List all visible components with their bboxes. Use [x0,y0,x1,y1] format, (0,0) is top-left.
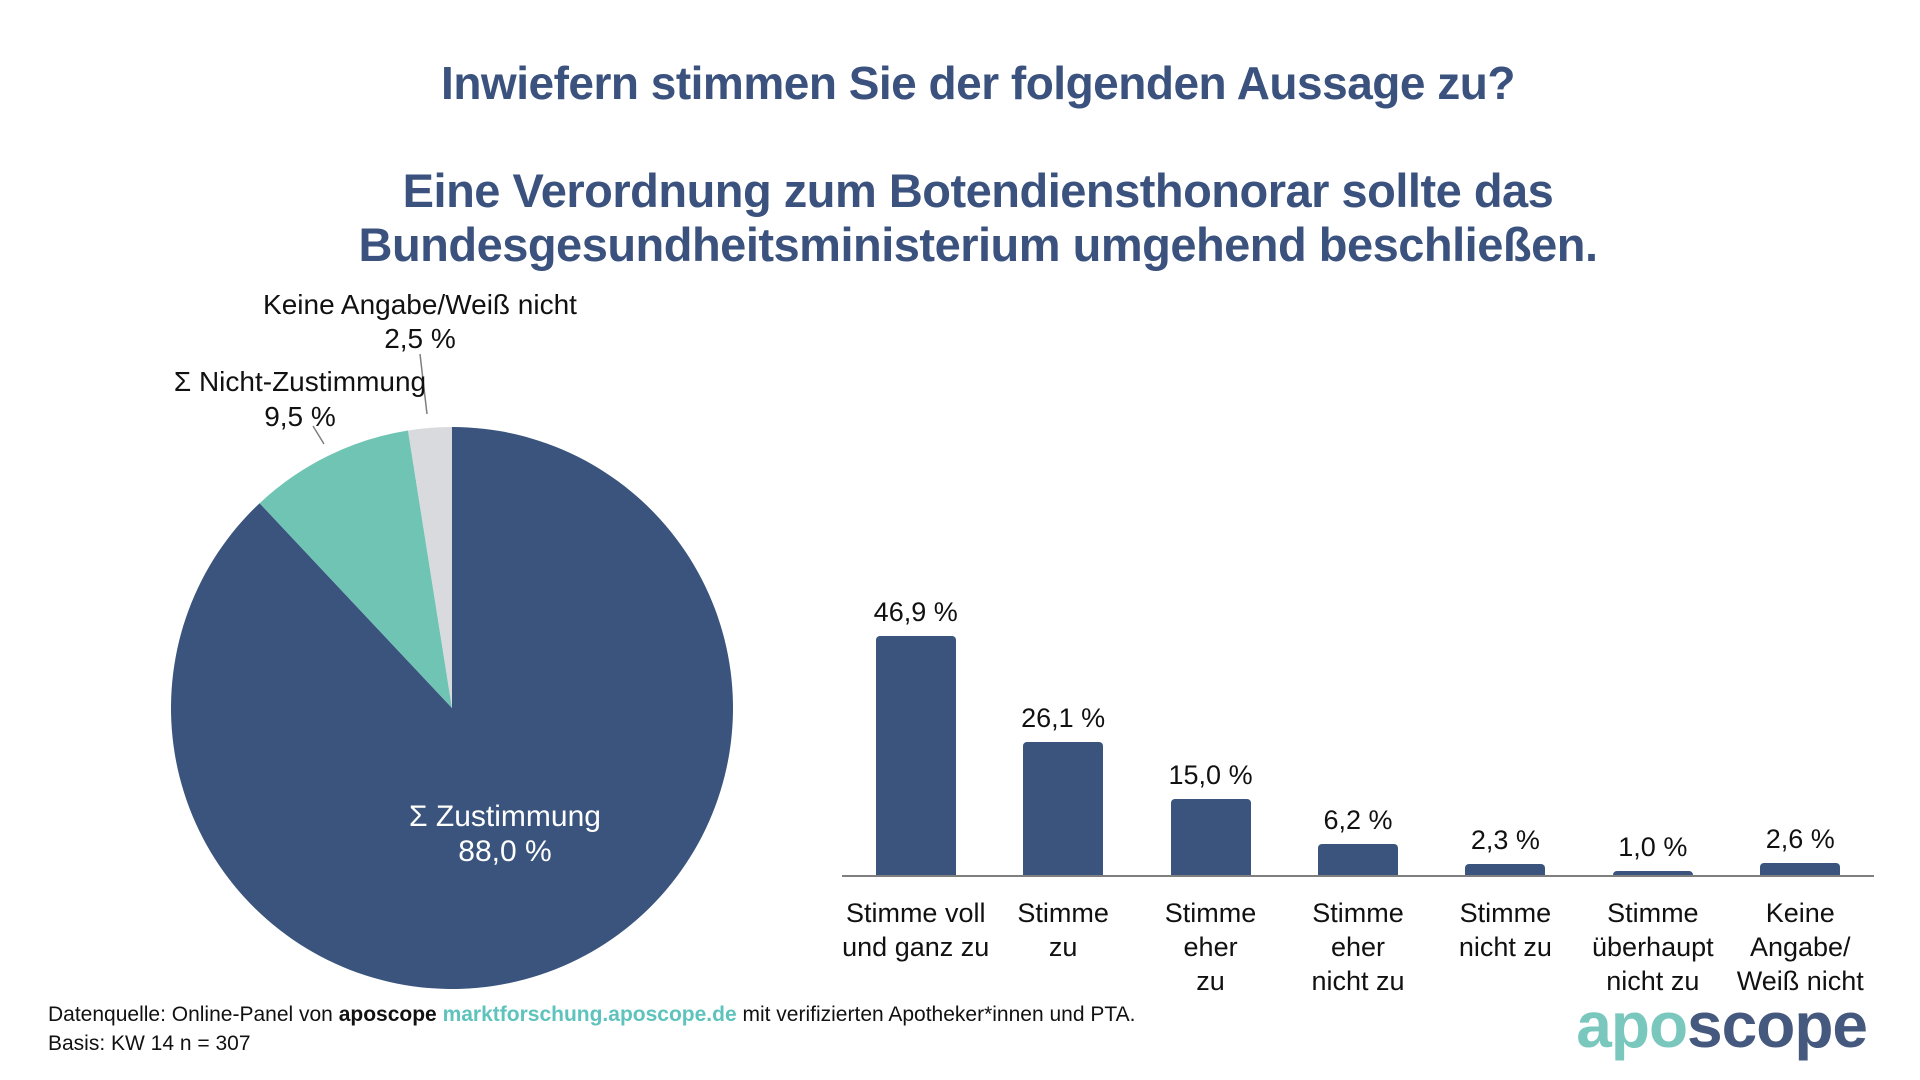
bar-value-label: 2,3 % [1470,825,1540,855]
source-brand: aposcope [338,1003,437,1026]
bar [1612,871,1693,876]
pie-label-nicht-zustimmung-value: 9,5 % [264,401,336,432]
bar-value-label: 15,0 % [1168,760,1253,790]
pie-label-zustimmung: Σ Zustimmung 88,0 % [355,799,655,869]
bar-value-label: 46,9 % [873,597,958,627]
bar [1317,844,1398,876]
bar-group: 1,0 % [1579,576,1726,876]
basis-line: Basis: KW 14 n = 307 [48,1032,251,1055]
bar-value-label: 26,1 % [1021,703,1106,733]
source-link[interactable]: marktforschung.aposcope.de [442,1003,737,1026]
bar-category-label: Stimme nicht zu [1458,898,1552,962]
pie-slice [408,427,452,708]
bar-category-label: Keine Angabe/ Weiß nicht [1736,898,1864,996]
logo-part-scope: scope [1687,989,1868,1061]
logo-part-apo: apo [1576,989,1688,1061]
pie-label-zustimmung-value: 88,0 % [458,835,552,868]
source-prefix: Datenquelle: Online-Panel von [48,1003,339,1026]
bar-category-label: Stimme eher nicht zu [1311,898,1405,996]
bar-group: 2,6 % [1727,576,1874,876]
bar-category-label: Stimme überhaupt nicht zu [1592,898,1714,996]
aposcope-logo: aposcope [1576,993,1868,1057]
bar [1170,799,1251,876]
x-axis-line [842,875,1874,877]
bar-value-label: 2,6 % [1765,824,1835,854]
page-title: Inwiefern stimmen Sie der folgenden Auss… [441,57,1515,109]
pie-label-nicht-zustimmung-text: Σ Nicht-Zustimmung [173,366,427,397]
bar [875,636,956,876]
bar [1023,742,1104,876]
bar [1760,863,1841,876]
pie-label-keine-angabe: Keine Angabe/Weiß nicht 2,5 % [230,288,610,356]
bar-value-label: 6,2 % [1323,805,1393,835]
data-source-line: Datenquelle: Online-Panel von aposcope m… [48,1000,1135,1029]
pie-label-zustimmung-text: Σ Zustimmung [409,800,601,833]
bar-category-labels: Stimme voll und ganz zu Stimme zu Stimme e… [842,896,1874,998]
bar-value-label: 1,0 % [1618,832,1688,862]
pie-slice [171,427,734,989]
footer: Datenquelle: Online-Panel von aposcope m… [48,1000,1135,1058]
bar-group: 6,2 % [1284,576,1431,876]
bar [1465,864,1546,876]
source-suffix: mit verifizierten Apotheker*innen und PT… [736,1003,1136,1026]
pie-label-keine-angabe-value: 2,5 % [384,323,456,354]
pie-slice [259,430,452,708]
pie-slices [171,427,734,989]
bar-group: 2,3 % [1432,576,1579,876]
bar-group: 26,1 % [989,576,1136,876]
bar-category-label: Stimme eher zu [1164,898,1257,996]
bar-group: 46,9 % [842,576,989,876]
pie-label-nicht-zustimmung: Σ Nicht-Zustimmung 9,5 % [110,364,490,434]
statement-subtitle: Eine Verordnung zum Botendiensthonorar s… [358,164,1599,271]
pie-label-keine-angabe-text: Keine Angabe/Weiß nicht [263,289,577,320]
bar-chart: 46,9 % 26,1 % 15,0 % 6,2 % 2,3 % 1,0 % 2,6 % [842,576,1874,876]
bar-group: 15,0 % [1137,576,1284,876]
bar-category-label: Stimme zu [1017,898,1109,962]
bar-category-label: Stimme voll und ganz zu [842,898,990,962]
